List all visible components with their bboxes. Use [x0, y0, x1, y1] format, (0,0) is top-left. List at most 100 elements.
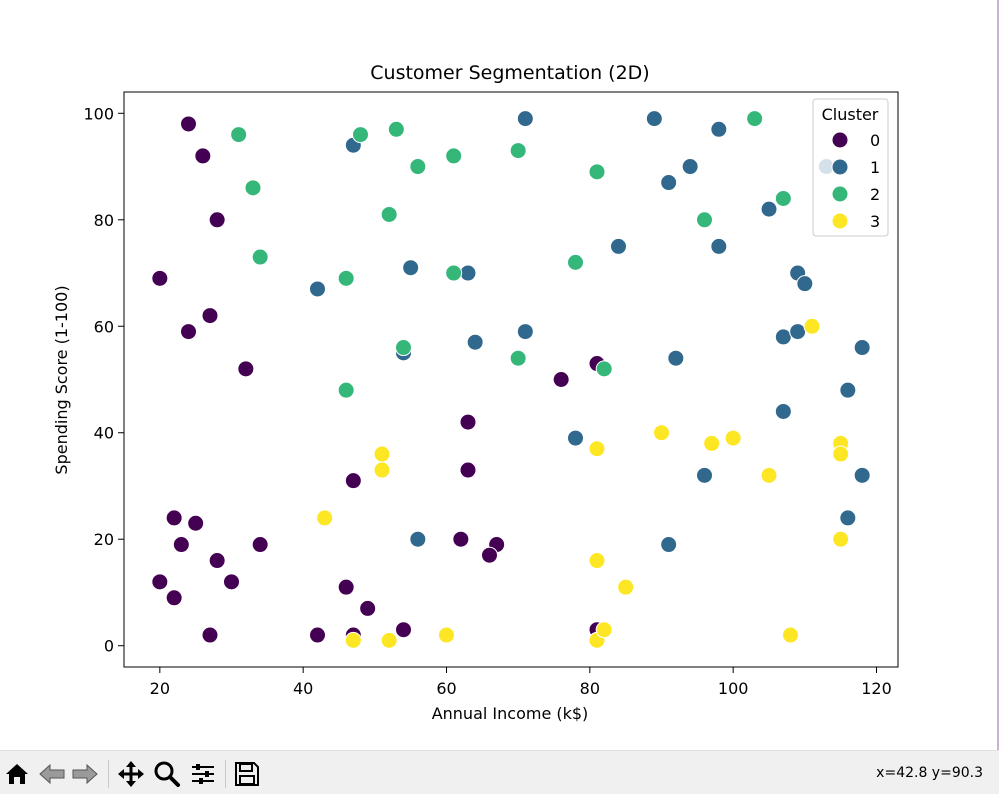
data-point-cluster-1 — [567, 429, 584, 447]
data-point-cluster-3 — [703, 434, 721, 452]
x-tick-label: 20 — [150, 679, 170, 698]
move-icon — [118, 761, 144, 787]
data-point-cluster-2 — [445, 264, 463, 282]
data-point-cluster-3 — [438, 626, 455, 644]
x-axis-label: Annual Income (k$) — [432, 704, 589, 723]
data-point-cluster-0 — [180, 115, 197, 133]
x-axis-ticks: 20 40 60 80 100 120 — [150, 667, 892, 698]
window-edge — [997, 0, 999, 750]
forward-button[interactable] — [70, 759, 100, 789]
data-point-cluster-3 — [595, 621, 613, 639]
data-point-cluster-2 — [588, 163, 606, 181]
data-point-cluster-0 — [251, 536, 269, 554]
data-point-cluster-2 — [380, 205, 398, 223]
save-button[interactable] — [232, 759, 262, 789]
back-button[interactable] — [37, 759, 67, 789]
plot-area — [123, 91, 899, 668]
data-point-cluster-1 — [696, 466, 713, 484]
sliders-icon — [192, 764, 214, 784]
data-point-cluster-2 — [395, 339, 412, 357]
configure-subplots-button[interactable] — [188, 759, 218, 789]
data-point-cluster-1 — [466, 333, 484, 351]
data-point-cluster-2 — [230, 126, 248, 144]
data-point-cluster-1 — [309, 280, 326, 298]
data-point-cluster-0 — [481, 546, 498, 564]
data-point-cluster-1 — [660, 536, 678, 554]
cursor-coordinates: x=42.8 y=90.3 — [876, 765, 983, 781]
legend-label: 3 — [870, 212, 880, 231]
data-point-cluster-2 — [509, 349, 527, 367]
data-point-cluster-0 — [208, 211, 226, 229]
data-point-cluster-3 — [316, 509, 334, 527]
data-point-cluster-1 — [839, 381, 857, 399]
data-point-cluster-0 — [395, 621, 412, 639]
data-point-cluster-0 — [459, 413, 477, 431]
data-point-cluster-0 — [309, 626, 326, 644]
data-point-cluster-0 — [237, 360, 255, 378]
data-point-cluster-1 — [516, 110, 534, 128]
data-point-cluster-3 — [344, 631, 362, 649]
data-point-cluster-1 — [645, 110, 663, 128]
data-point-cluster-1 — [774, 328, 792, 346]
data-point-cluster-0 — [208, 552, 226, 570]
y-tick-label: 20 — [94, 530, 114, 549]
data-point-cluster-0 — [337, 578, 355, 596]
data-point-cluster-3 — [760, 466, 778, 484]
figure-canvas[interactable]: Customer Segmentation (2D) 20 40 60 80 100 12… — [0, 0, 999, 750]
floppy-icon — [235, 762, 259, 786]
data-point-cluster-2 — [387, 120, 405, 138]
home-button[interactable] — [2, 759, 32, 789]
data-point-cluster-1 — [839, 509, 857, 527]
legend-label: 0 — [870, 131, 880, 150]
data-point-cluster-1 — [710, 237, 728, 255]
scatter-plot: Customer Segmentation (2D) 20 40 60 80 100 12… — [52, 62, 899, 723]
toolbar-separator — [108, 760, 109, 788]
data-point-cluster-0 — [344, 472, 362, 490]
back-arrow-icon — [39, 763, 65, 785]
legend-marker — [831, 185, 849, 203]
data-point-cluster-0 — [187, 514, 205, 532]
y-axis-ticks: 0 20 40 60 80 100 — [83, 104, 124, 656]
data-point-cluster-2 — [774, 189, 792, 207]
data-point-cluster-2 — [337, 269, 355, 287]
magnifier-icon — [154, 761, 180, 787]
data-point-cluster-1 — [853, 466, 871, 484]
toolbar-separator — [225, 760, 226, 788]
zoom-button[interactable] — [152, 759, 182, 789]
legend-box — [812, 98, 889, 237]
x-tick-label: 120 — [861, 679, 892, 698]
home-icon — [6, 764, 28, 784]
legend-marker — [831, 131, 849, 149]
data-point-cluster-1 — [760, 200, 778, 218]
legend-marker — [831, 158, 849, 176]
data-point-cluster-0 — [201, 626, 219, 644]
data-point-cluster-2 — [746, 110, 764, 128]
data-point-cluster-3 — [373, 445, 391, 463]
data-point-cluster-0 — [172, 536, 190, 554]
legend: Cluster 0 1 2 3 — [812, 98, 889, 237]
data-point-cluster-0 — [459, 461, 477, 479]
data-point-cluster-1 — [660, 174, 678, 192]
data-point-cluster-0 — [452, 530, 470, 548]
data-point-cluster-0 — [180, 323, 197, 341]
chart-title: Customer Segmentation (2D) — [370, 62, 649, 84]
data-point-cluster-0 — [151, 573, 169, 591]
data-point-cluster-1 — [789, 323, 807, 341]
data-point-cluster-3 — [653, 424, 670, 442]
legend-label: 1 — [870, 158, 880, 177]
data-point-cluster-0 — [223, 573, 240, 591]
data-point-cluster-1 — [610, 237, 627, 255]
data-point-cluster-2 — [244, 179, 262, 197]
data-point-cluster-3 — [832, 445, 850, 463]
data-point-cluster-0 — [359, 599, 377, 617]
data-point-cluster-1 — [796, 275, 814, 293]
legend-label: 2 — [870, 185, 880, 204]
data-point-cluster-2 — [337, 381, 355, 399]
data-point-cluster-2 — [409, 158, 427, 176]
x-tick-label: 80 — [580, 679, 600, 698]
data-point-cluster-2 — [509, 142, 527, 160]
data-point-cluster-0 — [194, 147, 212, 165]
pan-button[interactable] — [116, 759, 146, 789]
y-axis-label: Spending Score (1-100) — [52, 285, 71, 474]
data-point-cluster-1 — [710, 120, 728, 138]
